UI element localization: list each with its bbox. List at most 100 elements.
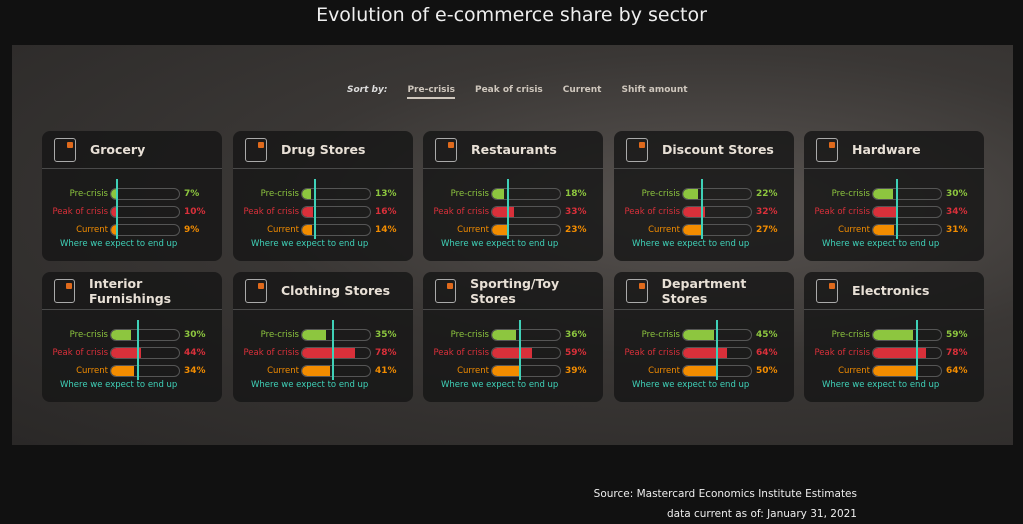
sector-card[interactable]: Restaurants Pre-crisis 18% Peak of crisi… <box>423 131 603 261</box>
expect-marker <box>136 320 139 380</box>
price-tag-icon <box>626 137 648 162</box>
bar-fill-pre <box>111 330 132 340</box>
card-header: Restaurants <box>423 131 603 169</box>
bar-track <box>872 347 942 359</box>
sector-card[interactable]: Electronics Pre-crisis 59% Peak of crisi… <box>804 272 984 402</box>
row-peak: Peak of crisis 59% <box>423 344 603 362</box>
sector-card[interactable]: Interior Furnishings Pre-crisis 30% Peak… <box>42 272 222 402</box>
row-label: Pre-crisis <box>69 189 108 199</box>
bar-fill-current <box>492 225 508 235</box>
bar-fill-pre <box>683 189 698 199</box>
bar-fill-peak <box>492 207 515 217</box>
source-text: Source: Mastercard Economics Institute E… <box>593 488 857 500</box>
sector-card[interactable]: Sporting/Toy Stores Pre-crisis 36% Peak … <box>423 272 603 402</box>
row-label: Pre-crisis <box>641 330 680 340</box>
sector-name: Hardware <box>852 142 921 157</box>
row-label: Current <box>457 366 489 376</box>
bar-track <box>491 224 561 236</box>
row-label: Peak of crisis <box>433 207 489 217</box>
value-current: 23% <box>565 225 587 235</box>
sector-name: Grocery <box>90 142 146 157</box>
value-peak: 78% <box>946 348 968 358</box>
expect-marker <box>115 179 118 239</box>
value-pre: 22% <box>756 189 778 199</box>
sector-name: Restaurants <box>471 142 557 157</box>
expect-label: Where we expect to end up <box>632 239 750 249</box>
value-pre: 45% <box>756 330 778 340</box>
expect-label: Where we expect to end up <box>822 239 940 249</box>
expect-label: Where we expect to end up <box>251 239 369 249</box>
bar-track <box>872 188 942 200</box>
row-pre: Pre-crisis 7% <box>42 185 222 203</box>
sector-card[interactable]: Clothing Stores Pre-crisis 35% Peak of c… <box>233 272 413 402</box>
bar-track <box>682 224 752 236</box>
value-current: 31% <box>946 225 968 235</box>
row-label: Peak of crisis <box>433 348 489 358</box>
expect-label: Where we expect to end up <box>251 380 369 390</box>
row-pre: Pre-crisis 22% <box>614 185 794 203</box>
sort-current[interactable]: Current <box>562 85 602 95</box>
row-label: Peak of crisis <box>52 207 108 217</box>
sector-card[interactable]: Department Stores Pre-crisis 45% Peak of… <box>614 272 794 402</box>
row-label: Current <box>648 366 680 376</box>
bar-fill-peak <box>683 348 727 358</box>
bar-fill-pre <box>302 189 311 199</box>
sector-card[interactable]: Discount Stores Pre-crisis 22% Peak of c… <box>614 131 794 261</box>
row-pre: Pre-crisis 35% <box>233 326 413 344</box>
row-pre: Pre-crisis 30% <box>804 185 984 203</box>
bar-fill-pre <box>492 189 505 199</box>
sort-peak-of-crisis[interactable]: Peak of crisis <box>474 85 543 95</box>
expect-marker <box>332 320 335 380</box>
bar-fill-current <box>683 225 702 235</box>
expect-marker <box>507 179 509 239</box>
value-pre: 30% <box>946 189 968 199</box>
bar-fill-current <box>492 366 519 376</box>
value-current: 41% <box>375 366 397 376</box>
row-peak: Peak of crisis 10% <box>42 203 222 221</box>
row-current: Current 14% <box>233 221 413 239</box>
row-label: Pre-crisis <box>831 189 870 199</box>
bar-fill-pre <box>683 330 714 340</box>
value-current: 27% <box>756 225 778 235</box>
row-current: Current 27% <box>614 221 794 239</box>
sector-card[interactable]: Grocery Pre-crisis 7% Peak of crisis 10%… <box>42 131 222 261</box>
bars: Pre-crisis 7% Peak of crisis 10% Current… <box>42 179 222 239</box>
row-pre: Pre-crisis 36% <box>423 326 603 344</box>
sector-card[interactable]: Drug Stores Pre-crisis 13% Peak of crisi… <box>233 131 413 261</box>
row-current: Current 9% <box>42 221 222 239</box>
row-current: Current 50% <box>614 362 794 380</box>
sector-card[interactable]: Hardware Pre-crisis 30% Peak of crisis 3… <box>804 131 984 261</box>
bar-track <box>110 188 180 200</box>
value-peak: 34% <box>946 207 968 217</box>
card-header: Electronics <box>804 272 984 310</box>
row-label: Current <box>267 225 299 235</box>
row-label: Current <box>838 225 870 235</box>
expect-marker <box>700 179 703 239</box>
row-current: Current 64% <box>804 362 984 380</box>
department-store-icon <box>626 278 648 303</box>
bar-fill-peak <box>492 348 533 358</box>
card-header: Clothing Stores <box>233 272 413 310</box>
sector-name: Drug Stores <box>281 142 366 157</box>
value-pre: 59% <box>946 330 968 340</box>
bar-track <box>301 347 371 359</box>
row-label: Pre-crisis <box>69 330 108 340</box>
row-peak: Peak of crisis 34% <box>804 203 984 221</box>
expect-marker <box>716 320 719 380</box>
data-date: data current as of: January 31, 2021 <box>667 508 857 520</box>
bar-track <box>491 365 561 377</box>
expect-label: Where we expect to end up <box>822 380 940 390</box>
bar-fill-current <box>302 366 330 376</box>
value-peak: 16% <box>375 207 397 217</box>
row-peak: Peak of crisis 33% <box>423 203 603 221</box>
row-pre: Pre-crisis 45% <box>614 326 794 344</box>
dress-icon <box>245 278 267 303</box>
value-peak: 10% <box>184 207 206 217</box>
sort-pre-crisis[interactable]: Pre-crisis <box>407 85 455 99</box>
bar-fill-pre <box>873 330 914 340</box>
bar-fill-current <box>683 366 717 376</box>
row-current: Current 23% <box>423 221 603 239</box>
value-current: 14% <box>375 225 397 235</box>
sort-shift-amount[interactable]: Shift amount <box>621 85 688 95</box>
row-label: Peak of crisis <box>624 348 680 358</box>
